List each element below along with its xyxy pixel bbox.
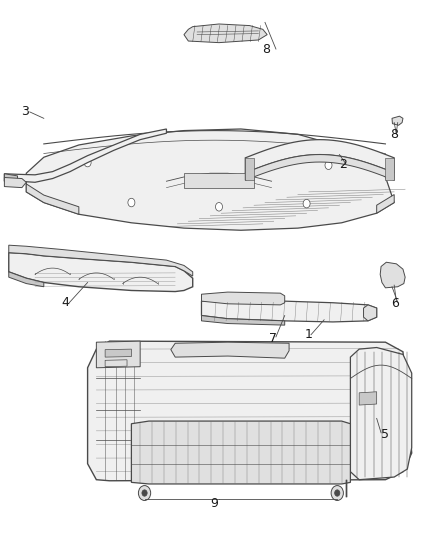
- Polygon shape: [4, 174, 18, 184]
- Circle shape: [215, 203, 223, 211]
- Text: 3: 3: [21, 106, 29, 118]
- Text: 5: 5: [381, 428, 389, 441]
- Text: 8: 8: [390, 128, 398, 141]
- Polygon shape: [359, 392, 377, 405]
- Polygon shape: [9, 253, 193, 292]
- Polygon shape: [9, 272, 44, 287]
- Polygon shape: [245, 155, 394, 180]
- Text: 1: 1: [304, 328, 312, 341]
- Polygon shape: [171, 342, 289, 358]
- Polygon shape: [9, 245, 193, 276]
- Circle shape: [142, 490, 147, 496]
- Circle shape: [303, 199, 310, 208]
- Text: 4: 4: [61, 296, 69, 309]
- Circle shape: [325, 161, 332, 169]
- Polygon shape: [105, 360, 127, 367]
- Circle shape: [331, 486, 343, 500]
- Circle shape: [138, 486, 151, 500]
- Polygon shape: [392, 116, 403, 125]
- Polygon shape: [88, 341, 412, 481]
- Polygon shape: [245, 158, 254, 180]
- Polygon shape: [131, 421, 350, 484]
- Text: 9: 9: [211, 497, 219, 510]
- Polygon shape: [385, 158, 394, 180]
- Polygon shape: [245, 140, 394, 173]
- Polygon shape: [380, 262, 405, 288]
- Text: 2: 2: [339, 158, 347, 171]
- Polygon shape: [96, 341, 140, 368]
- Circle shape: [84, 158, 91, 167]
- Polygon shape: [105, 349, 131, 357]
- Polygon shape: [201, 300, 377, 322]
- Text: 8: 8: [262, 43, 270, 55]
- Polygon shape: [4, 129, 166, 182]
- Circle shape: [128, 198, 135, 207]
- Polygon shape: [4, 177, 26, 188]
- Polygon shape: [184, 173, 254, 188]
- Polygon shape: [364, 305, 377, 321]
- Polygon shape: [201, 292, 285, 305]
- Polygon shape: [26, 184, 79, 214]
- Text: 6: 6: [391, 297, 399, 310]
- Polygon shape: [350, 348, 412, 480]
- Text: 7: 7: [269, 332, 277, 345]
- Polygon shape: [184, 24, 267, 43]
- Circle shape: [335, 490, 340, 496]
- Polygon shape: [26, 129, 394, 230]
- Polygon shape: [201, 316, 285, 325]
- Polygon shape: [377, 195, 394, 213]
